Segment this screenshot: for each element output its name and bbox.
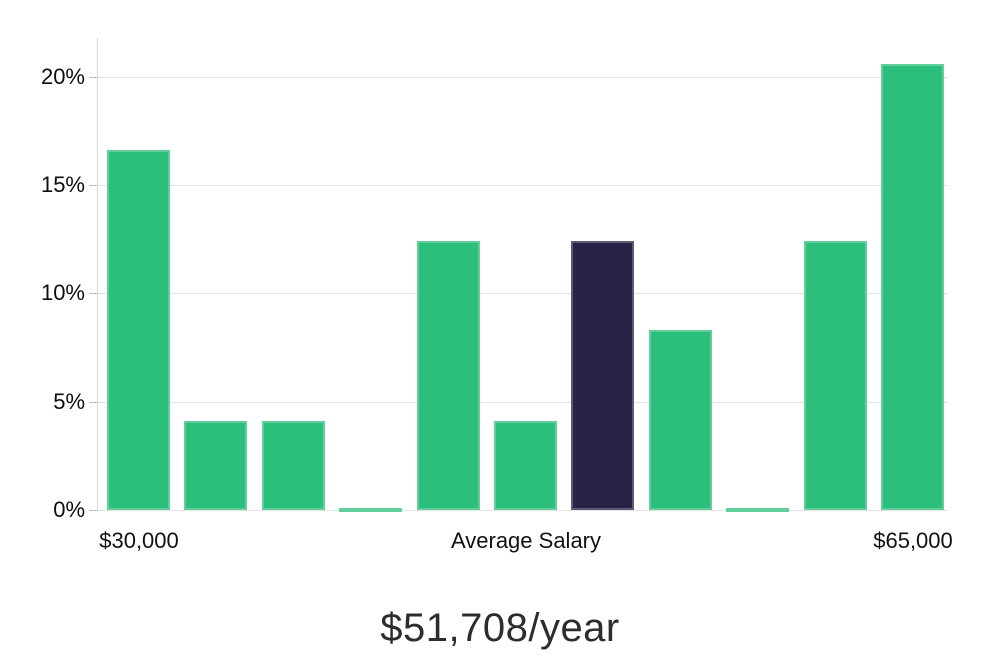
y-axis-label: 15%	[40, 172, 85, 197]
y-axis-label: 0%	[53, 497, 85, 522]
gridline	[97, 293, 948, 294]
x-axis-label: $30,000	[99, 528, 179, 553]
histogram-bar	[184, 421, 247, 510]
histogram-bar	[339, 508, 402, 512]
y-axis-line	[97, 38, 98, 510]
histogram-bar	[649, 330, 712, 510]
x-axis-baseline	[97, 510, 948, 511]
histogram-bar	[881, 64, 944, 510]
y-axis-tick	[89, 402, 97, 403]
gridline	[97, 185, 948, 186]
histogram-bar	[494, 421, 557, 510]
highlighted-average-bar	[571, 241, 634, 510]
histogram-bar	[262, 421, 325, 510]
y-axis-label: 10%	[40, 280, 85, 305]
y-axis-tick	[89, 510, 97, 511]
histogram-bar	[726, 508, 789, 512]
gridline	[97, 77, 948, 78]
gridline	[97, 402, 948, 403]
average-salary-title: $51,708/year	[380, 606, 620, 650]
y-axis-label: 20%	[40, 64, 85, 89]
y-axis-tick	[89, 77, 97, 78]
y-axis-tick	[89, 185, 97, 186]
x-axis-label: $65,000	[873, 528, 953, 553]
histogram-bar	[107, 150, 170, 510]
histogram-bar	[804, 241, 867, 510]
x-axis-label: Average Salary	[450, 528, 601, 553]
y-axis-label: 5%	[53, 389, 85, 414]
histogram-bar	[417, 241, 480, 510]
y-axis-tick	[89, 293, 97, 294]
